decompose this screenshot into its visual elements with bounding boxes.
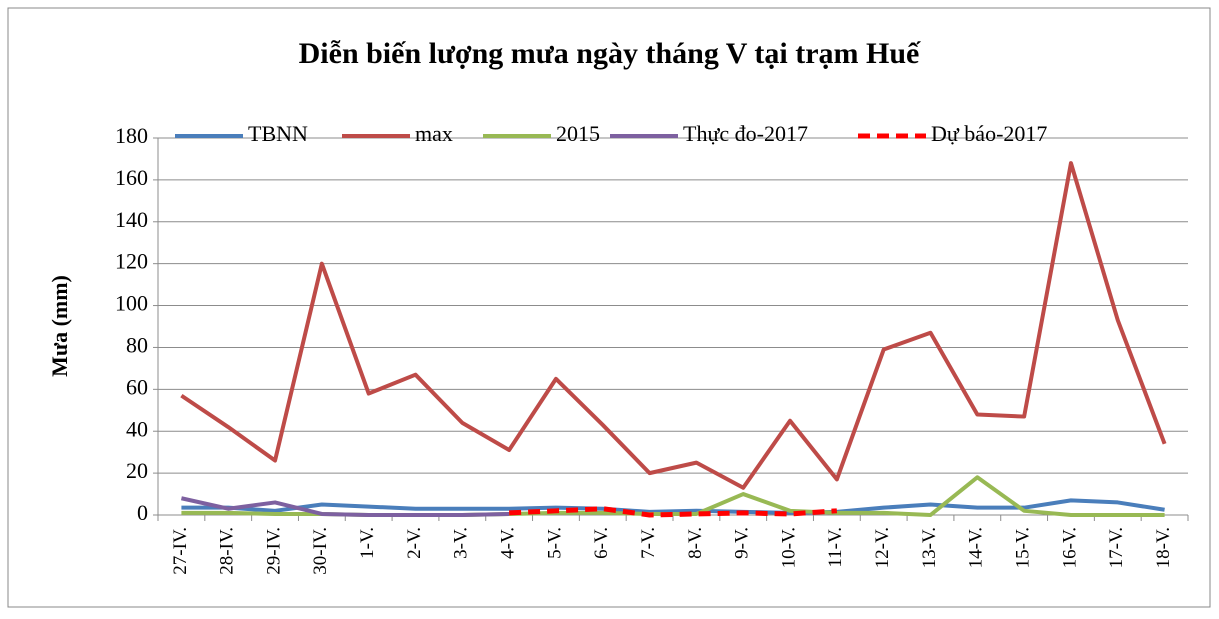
- series-line: [509, 506, 838, 518]
- x-tick-label: 18-V.: [1153, 527, 1174, 568]
- y-tick-label: 140: [115, 207, 148, 232]
- x-tick-label: 17-V.: [1106, 527, 1127, 568]
- y-tick-label: 0: [137, 500, 148, 525]
- x-tick-label: 29-IV.: [263, 527, 284, 575]
- x-tick-label: 10-V.: [778, 527, 799, 568]
- x-tick-label: 13-V.: [919, 527, 940, 568]
- legend-label: TBNN: [248, 121, 308, 146]
- x-tick-label: 11-V.: [825, 527, 846, 568]
- x-tick-label: 7-V.: [638, 527, 659, 559]
- x-tick-label: 14-V.: [966, 527, 987, 568]
- x-tick-label: 5-V.: [544, 527, 565, 559]
- chart-title: Diễn biến lượng mưa ngày tháng V tại trạ…: [299, 37, 921, 70]
- x-tick-label: 9-V.: [732, 527, 753, 559]
- series-line: [181, 498, 1165, 515]
- x-tick-label: 16-V.: [1059, 527, 1080, 568]
- legend-label: Dự báo-2017: [931, 121, 1047, 146]
- y-tick-label: 20: [126, 458, 148, 483]
- x-tick-label: 2-V.: [404, 527, 425, 559]
- x-tick-label: 4-V.: [497, 527, 518, 559]
- x-tick-label: 15-V.: [1012, 527, 1033, 568]
- x-tick-label: 27-IV.: [170, 527, 191, 575]
- x-tick-label: 30-IV.: [310, 527, 331, 575]
- y-tick-label: 40: [126, 416, 148, 441]
- chart-frame: [7, 7, 1211, 608]
- x-tick-label: 8-V.: [685, 527, 706, 559]
- series-line: [180, 161, 1167, 490]
- legend-label: 2015: [556, 121, 600, 146]
- x-tick-label: 3-V.: [451, 527, 472, 559]
- y-axis-label: Mưa (mm): [47, 275, 72, 377]
- x-tick-label: 6-V.: [591, 527, 612, 559]
- y-tick-label: 120: [115, 249, 148, 274]
- y-tick-label: 60: [126, 374, 148, 399]
- y-tick-label: 180: [115, 123, 148, 148]
- legend-label: max: [415, 121, 453, 146]
- y-tick-label: 100: [115, 291, 148, 316]
- x-tick-label: 1-V.: [357, 527, 378, 559]
- x-tick-label: 12-V.: [872, 527, 893, 568]
- x-tick-label: 28-IV.: [217, 527, 238, 575]
- y-tick-label: 160: [115, 165, 148, 190]
- series-line: [180, 496, 510, 517]
- legend-label: Thực đo-2017: [683, 121, 808, 146]
- y-tick-label: 80: [126, 332, 148, 357]
